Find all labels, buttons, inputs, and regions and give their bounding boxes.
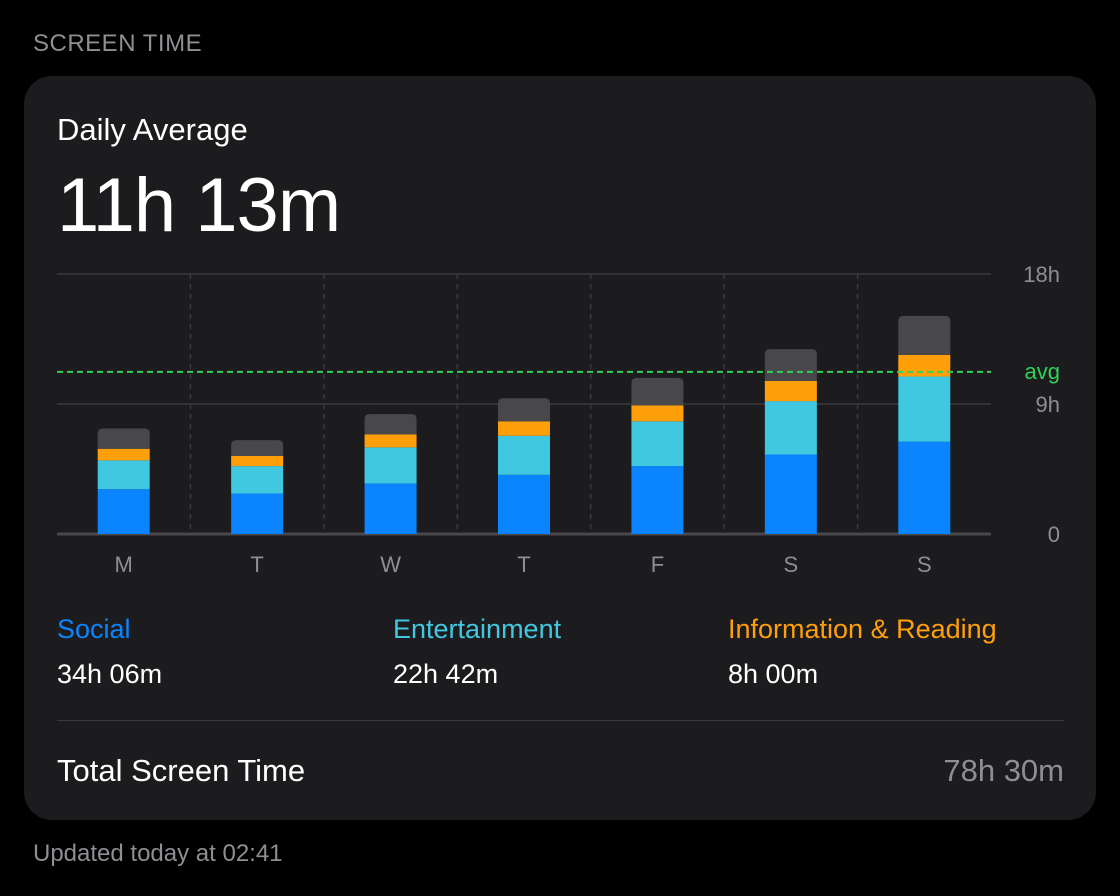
bar-segment-social <box>364 483 417 534</box>
total-screen-time-label: Total Screen Time <box>57 753 306 788</box>
bar-segment-social <box>631 466 684 534</box>
category-information-reading: Information & Reading 8h 00m <box>728 614 997 690</box>
bar-segment-other <box>498 398 550 422</box>
x-tick-label: T <box>250 552 263 577</box>
bar-segment-entertainment <box>97 460 150 490</box>
bar-segment-information-reading <box>898 354 951 377</box>
category-name: Entertainment <box>393 614 562 644</box>
bar-segment-information-reading <box>97 448 150 461</box>
divider <box>57 720 1064 721</box>
bar-segment-information-reading <box>364 434 417 448</box>
bar-segment-social <box>97 489 150 534</box>
bar-segment-other <box>97 428 150 449</box>
bar-segment-entertainment <box>631 421 684 467</box>
category-time: 34h 06m <box>57 659 163 689</box>
bar-segment-entertainment <box>231 466 284 494</box>
bar-segment-other <box>764 349 817 381</box>
x-tick-label: T <box>517 552 530 577</box>
category-social: Social 34h 06m <box>57 614 162 690</box>
x-tick-label: S <box>917 552 932 577</box>
bar-segment-other <box>631 378 684 406</box>
updated-timestamp: Updated today at 02:41 <box>33 840 283 867</box>
x-tick-label: F <box>651 552 664 577</box>
bar-segment-entertainment <box>364 447 417 484</box>
bar-segment-other <box>364 414 417 435</box>
category-entertainment: Entertainment 22h 42m <box>393 614 561 690</box>
bar-segment-information-reading <box>498 421 550 436</box>
section-title: SCREEN TIME <box>33 30 203 57</box>
bar-segment-social <box>764 454 817 534</box>
y-tick-label: 0 <box>1048 522 1060 547</box>
average-label: avg <box>1025 359 1060 384</box>
bar-segment-social <box>231 493 284 534</box>
category-time: 22h 42m <box>393 659 499 689</box>
bar-segment-social <box>498 474 550 534</box>
bar-segment-entertainment <box>498 435 550 475</box>
daily-average-value: 11h 13m <box>57 163 341 248</box>
bar-segment-entertainment <box>898 376 951 442</box>
category-name: Information & Reading <box>728 614 997 644</box>
bar-segment-other <box>898 315 951 355</box>
bar-segment-information-reading <box>631 405 684 422</box>
total-screen-time-value: 78h 30m <box>943 753 1064 788</box>
bar-segment-entertainment <box>764 401 817 455</box>
x-tick-label: S <box>784 552 799 577</box>
bar-segment-information-reading <box>231 456 284 467</box>
x-tick-label: M <box>115 552 133 577</box>
y-tick-label: 18h <box>1023 262 1060 287</box>
y-tick-label: 9h <box>1036 392 1060 417</box>
x-tick-label: W <box>380 552 401 577</box>
category-totals: Social 34h 06m Entertainment 22h 42m Inf… <box>57 614 1067 694</box>
category-name: Social <box>57 614 131 644</box>
daily-average-label: Daily Average <box>57 112 248 147</box>
category-time: 8h 00m <box>728 659 819 689</box>
bar-segment-other <box>231 440 284 456</box>
bar-segment-information-reading <box>764 380 817 402</box>
bar-segment-social <box>898 441 951 534</box>
